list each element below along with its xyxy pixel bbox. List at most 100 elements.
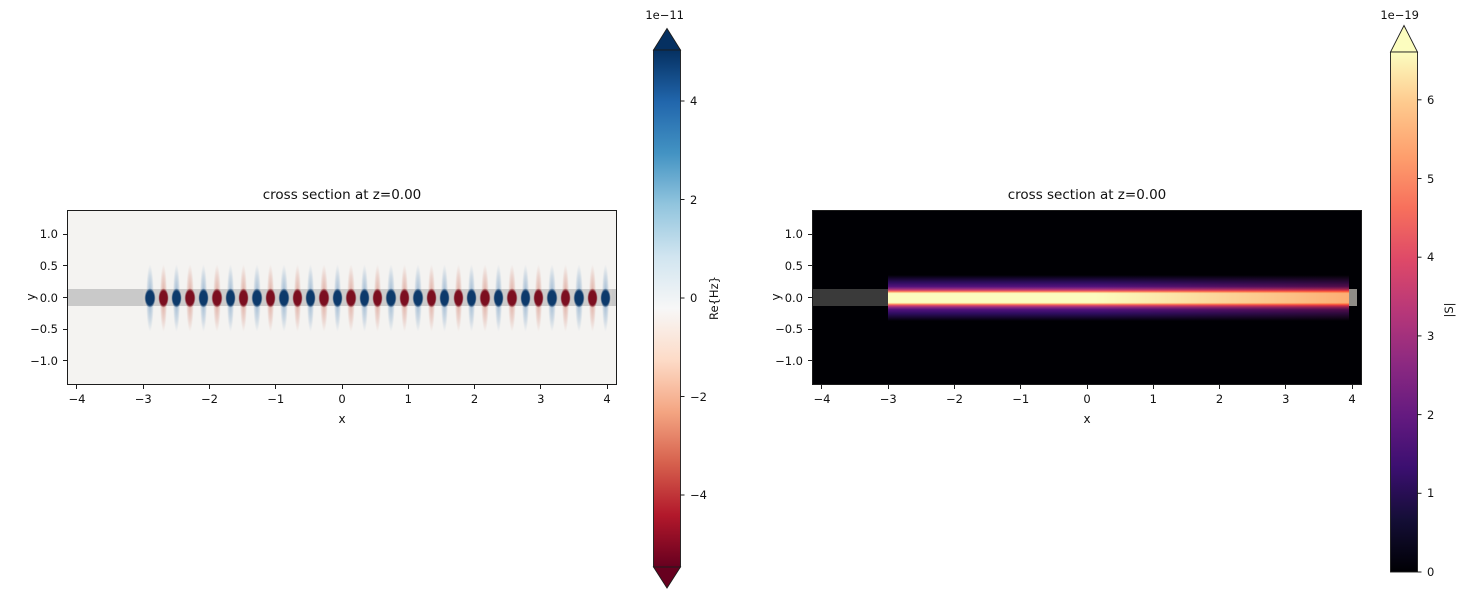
y-tick-mark xyxy=(808,360,812,362)
mode-lobe-positive xyxy=(438,250,452,345)
mode-lobe-positive xyxy=(384,250,398,345)
waveguide-structure-overlay xyxy=(68,289,144,306)
mode-lobe-positive xyxy=(143,250,157,345)
mode-lobe-positive xyxy=(545,250,559,345)
colorbar-tick-label: 4 xyxy=(690,94,698,108)
colorbar-tick-label: 3 xyxy=(1427,328,1435,343)
mode-lobe-negative xyxy=(478,250,492,345)
mode-lobe-negative xyxy=(558,250,573,345)
left-colorbar xyxy=(652,27,685,589)
mode-lobe-positive xyxy=(277,250,291,345)
x-tick-mark xyxy=(1285,385,1287,389)
y-tick-mark xyxy=(808,265,812,267)
x-tick-label: −3 xyxy=(879,392,897,406)
y-tick-label: −0.5 xyxy=(775,322,803,337)
mode-lobe-positive xyxy=(572,250,586,345)
colorbar-top-arrow xyxy=(1389,24,1419,53)
mode-lobe-negative xyxy=(210,250,224,345)
mode-lobe-negative xyxy=(317,250,331,345)
beam-decay-tint xyxy=(888,275,1349,321)
x-tick-label: 0 xyxy=(1083,392,1091,406)
mode-lobe-positive xyxy=(357,250,372,345)
mode-lobe-positive xyxy=(170,250,184,345)
colorbar-bottom-arrow xyxy=(652,566,682,589)
mode-lobe-negative xyxy=(371,250,385,345)
x-tick-label: 4 xyxy=(1348,392,1356,406)
y-tick-mark xyxy=(63,360,67,362)
x-tick-label: 4 xyxy=(603,392,611,406)
x-tick-mark xyxy=(887,385,889,389)
waveguide-structure-right-sliver xyxy=(1348,289,1357,306)
mode-lobe-negative xyxy=(263,250,278,345)
waveguide-structure-right-sliver xyxy=(612,289,616,306)
mode-field-lobes xyxy=(143,250,613,345)
x-tick-label: 3 xyxy=(1282,392,1290,406)
colorbar-tick-label: 2 xyxy=(1427,407,1435,422)
mode-lobe-positive xyxy=(518,250,532,345)
colorbar-tick-label: 5 xyxy=(1427,171,1435,186)
y-tick-mark xyxy=(808,328,812,330)
mode-lobe-positive xyxy=(304,250,318,345)
right-colorbar-axis-label: |S| xyxy=(1442,302,1456,318)
x-tick-label: −1 xyxy=(1012,392,1030,406)
x-tick-mark xyxy=(275,385,277,389)
mode-lobe-negative xyxy=(237,250,251,345)
mode-lobe-positive xyxy=(196,250,211,345)
y-tick-label: 0.5 xyxy=(784,258,803,273)
colorbar-tick-label: −4 xyxy=(690,488,707,502)
x-tick-label: −4 xyxy=(813,392,831,406)
right-colorbar-scale-label: 1e−19 xyxy=(1380,8,1419,22)
x-tick-label: −2 xyxy=(945,392,963,406)
mode-lobe-positive xyxy=(250,250,264,345)
mode-lobe-negative xyxy=(290,250,305,345)
left-colorbar-scale-label: 1e−11 xyxy=(645,8,684,22)
right-plot-title: cross section at z=0.00 xyxy=(1007,187,1167,203)
x-tick-mark xyxy=(1351,385,1353,389)
mode-lobe-negative xyxy=(183,250,197,345)
x-tick-mark xyxy=(606,385,608,389)
x-tick-mark xyxy=(1152,385,1154,389)
x-tick-label: 1 xyxy=(1149,392,1157,406)
colorbar-tick-label: −2 xyxy=(690,389,707,404)
mode-lobe-positive xyxy=(464,250,479,345)
right-x-axis-label: x xyxy=(1083,412,1091,426)
x-tick-label: 2 xyxy=(470,392,479,406)
colorbar-tick-label: 2 xyxy=(690,192,698,207)
y-tick-mark xyxy=(63,233,67,235)
y-tick-mark xyxy=(63,265,67,267)
y-tick-mark xyxy=(63,297,67,298)
right-colorbar xyxy=(1389,24,1422,573)
x-tick-label: −3 xyxy=(134,392,152,406)
mode-lobe-negative xyxy=(505,250,519,345)
mode-lobe-negative xyxy=(424,250,439,345)
x-tick-label: −2 xyxy=(200,392,218,406)
x-tick-mark xyxy=(1020,385,1022,389)
x-tick-mark xyxy=(1219,385,1221,389)
y-tick-mark xyxy=(808,233,812,235)
y-tick-label: 0.5 xyxy=(39,258,58,273)
x-tick-mark xyxy=(76,385,78,389)
mode-lobe-negative xyxy=(451,250,465,345)
y-tick-label: −1.0 xyxy=(30,353,58,368)
colorbar-tick-label: 0 xyxy=(1427,565,1435,579)
x-tick-label: 3 xyxy=(537,392,545,406)
x-tick-label: 0 xyxy=(338,392,346,406)
colorbar-tick-label: 4 xyxy=(1427,250,1435,265)
colorbar-gradient-bar xyxy=(1390,51,1418,573)
y-tick-label: 1.0 xyxy=(39,227,58,242)
waveguide-structure-overlay xyxy=(813,289,889,306)
colorbar-gradient-bar xyxy=(653,49,681,568)
y-tick-label: 1.0 xyxy=(784,227,803,242)
x-tick-label: 2 xyxy=(1215,392,1224,406)
x-tick-mark xyxy=(953,385,955,389)
x-tick-label: −1 xyxy=(267,392,285,406)
mode-lobe-positive xyxy=(223,250,238,345)
mode-lobe-negative xyxy=(585,250,599,345)
x-tick-mark xyxy=(1086,385,1088,389)
x-tick-label: −4 xyxy=(68,392,86,406)
x-tick-mark xyxy=(474,385,476,389)
colorbar-tick-label: 1 xyxy=(1427,486,1435,501)
y-tick-mark xyxy=(808,297,812,298)
x-tick-mark xyxy=(540,385,542,389)
